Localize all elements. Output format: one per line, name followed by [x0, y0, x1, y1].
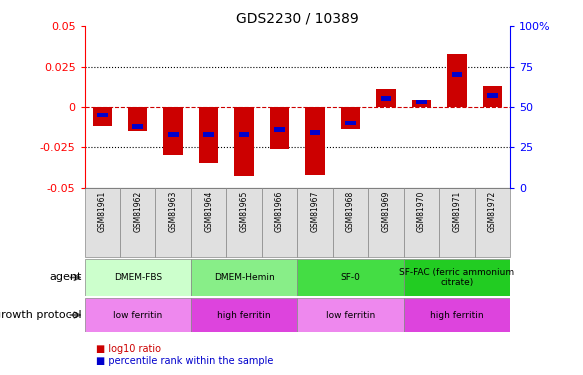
- Bar: [381, 96, 391, 101]
- Text: ■ percentile rank within the sample: ■ percentile rank within the sample: [96, 356, 273, 366]
- Bar: [97, 112, 108, 117]
- FancyBboxPatch shape: [439, 188, 475, 257]
- Text: GSM81964: GSM81964: [204, 191, 213, 232]
- Bar: [168, 132, 178, 137]
- FancyBboxPatch shape: [191, 188, 226, 257]
- Bar: [305, 107, 325, 175]
- Bar: [199, 107, 219, 164]
- Bar: [341, 107, 360, 129]
- FancyBboxPatch shape: [403, 188, 439, 257]
- FancyBboxPatch shape: [226, 188, 262, 257]
- Text: DMEM-FBS: DMEM-FBS: [114, 273, 162, 282]
- FancyBboxPatch shape: [475, 188, 510, 257]
- FancyBboxPatch shape: [262, 188, 297, 257]
- FancyBboxPatch shape: [368, 188, 403, 257]
- Bar: [93, 107, 112, 126]
- Text: GSM81967: GSM81967: [311, 191, 319, 232]
- Bar: [310, 130, 321, 135]
- Text: agent: agent: [49, 273, 82, 282]
- Text: GSM81961: GSM81961: [98, 191, 107, 232]
- Text: GSM81968: GSM81968: [346, 191, 355, 232]
- Text: GSM81969: GSM81969: [381, 191, 391, 232]
- Bar: [412, 100, 431, 107]
- Text: ■ log10 ratio: ■ log10 ratio: [96, 344, 161, 354]
- Text: GSM81963: GSM81963: [168, 191, 178, 232]
- Text: GSM81972: GSM81972: [488, 191, 497, 232]
- Bar: [297, 298, 404, 332]
- Bar: [483, 86, 502, 107]
- Bar: [416, 100, 427, 105]
- Text: high ferritin: high ferritin: [430, 310, 484, 320]
- Bar: [345, 121, 356, 125]
- Bar: [403, 259, 510, 296]
- Text: GSM81971: GSM81971: [452, 191, 461, 232]
- Text: SF-0: SF-0: [340, 273, 360, 282]
- Bar: [163, 107, 183, 155]
- Bar: [376, 89, 396, 107]
- Bar: [191, 298, 297, 332]
- Bar: [297, 259, 404, 296]
- Title: GDS2230 / 10389: GDS2230 / 10389: [236, 11, 359, 25]
- Text: growth protocol: growth protocol: [0, 310, 82, 320]
- Text: GSM81970: GSM81970: [417, 191, 426, 232]
- Bar: [128, 107, 147, 131]
- Bar: [132, 124, 143, 129]
- FancyBboxPatch shape: [85, 188, 120, 257]
- Bar: [234, 107, 254, 176]
- Text: GSM81965: GSM81965: [240, 191, 248, 232]
- Text: GSM81966: GSM81966: [275, 191, 284, 232]
- Bar: [270, 107, 289, 149]
- FancyBboxPatch shape: [156, 188, 191, 257]
- Text: DMEM-Hemin: DMEM-Hemin: [214, 273, 275, 282]
- Text: GSM81962: GSM81962: [134, 191, 142, 232]
- Bar: [85, 298, 191, 332]
- FancyBboxPatch shape: [297, 188, 333, 257]
- Bar: [203, 132, 214, 137]
- Text: low ferritin: low ferritin: [326, 310, 375, 320]
- Bar: [85, 259, 191, 296]
- Bar: [487, 93, 498, 98]
- Bar: [403, 298, 510, 332]
- FancyBboxPatch shape: [333, 188, 368, 257]
- Bar: [274, 127, 285, 132]
- Bar: [452, 72, 462, 77]
- Text: SF-FAC (ferric ammonium
citrate): SF-FAC (ferric ammonium citrate): [399, 268, 514, 287]
- Bar: [191, 259, 297, 296]
- Bar: [239, 132, 250, 137]
- Text: low ferritin: low ferritin: [113, 310, 162, 320]
- Text: high ferritin: high ferritin: [217, 310, 271, 320]
- Bar: [447, 54, 466, 107]
- FancyBboxPatch shape: [120, 188, 156, 257]
